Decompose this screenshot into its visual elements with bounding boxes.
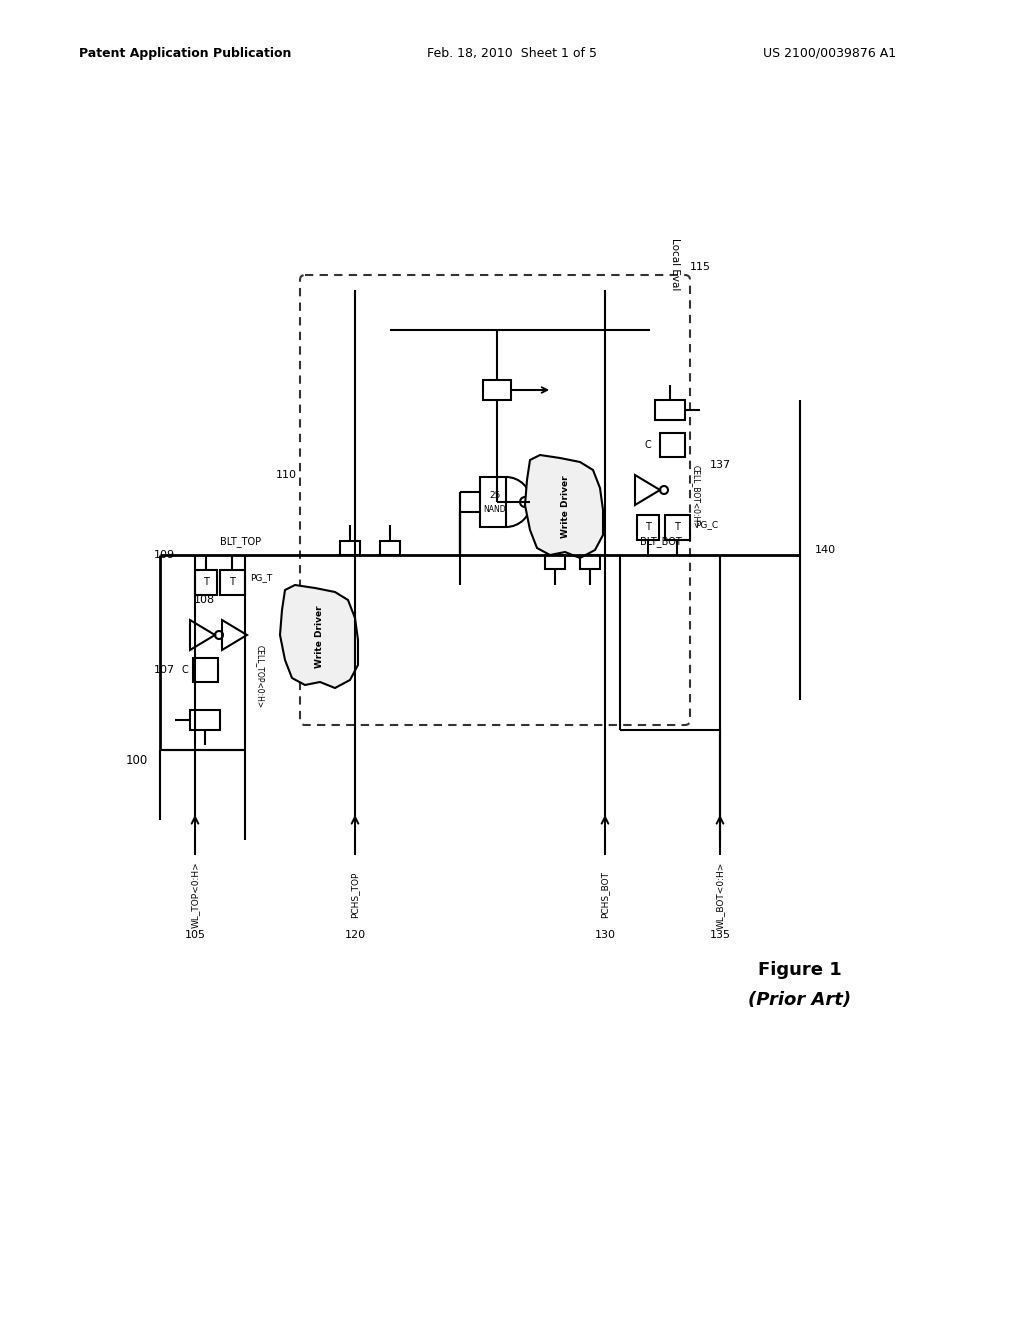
Bar	[655, 400, 685, 420]
Text: 25: 25	[489, 491, 501, 500]
Text: T: T	[674, 521, 680, 532]
Text: BLT_BOT: BLT_BOT	[640, 536, 682, 546]
Polygon shape	[525, 455, 603, 558]
Text: PG_T: PG_T	[250, 573, 272, 582]
Text: (Prior Art): (Prior Art)	[749, 991, 852, 1008]
Bar	[340, 541, 360, 554]
Text: T: T	[203, 577, 209, 587]
Text: 110: 110	[276, 470, 297, 480]
Text: Feb. 18, 2010  Sheet 1 of 5: Feb. 18, 2010 Sheet 1 of 5	[427, 46, 597, 59]
Bar	[580, 554, 600, 569]
Bar	[220, 570, 245, 595]
Text: 115: 115	[690, 261, 711, 272]
Text: 140: 140	[815, 545, 837, 554]
Text: WL_TOP<0:H>: WL_TOP<0:H>	[190, 862, 200, 928]
Text: 107: 107	[154, 665, 175, 675]
Bar	[480, 477, 506, 527]
Text: PCHS_BOT: PCHS_BOT	[600, 871, 609, 919]
Text: Write Driver: Write Driver	[560, 475, 569, 539]
Text: WL_BOT<0:H>: WL_BOT<0:H>	[716, 862, 725, 929]
Text: 108: 108	[194, 595, 215, 605]
Text: Patent Application Publication: Patent Application Publication	[79, 46, 291, 59]
Text: Local Eval: Local Eval	[670, 238, 680, 290]
Text: 137: 137	[710, 459, 730, 470]
Bar	[660, 433, 685, 457]
Text: 120: 120	[344, 931, 366, 940]
Bar	[195, 570, 217, 595]
Text: T: T	[229, 577, 234, 587]
Text: 105: 105	[184, 931, 206, 940]
Bar	[545, 554, 565, 569]
Bar	[193, 657, 218, 682]
Text: US 2100/0039876 A1: US 2100/0039876 A1	[764, 46, 897, 59]
Text: Write Driver: Write Driver	[315, 606, 325, 668]
Bar	[483, 380, 511, 400]
Text: BLT_TOP: BLT_TOP	[220, 536, 261, 546]
Text: T: T	[645, 521, 651, 532]
Text: C: C	[181, 665, 188, 675]
Text: 100: 100	[126, 754, 148, 767]
Text: PG_C: PG_C	[695, 520, 718, 529]
Text: CELL_TOP<0:H>: CELL_TOP<0:H>	[256, 645, 265, 708]
Bar	[665, 515, 690, 540]
Text: Figure 1: Figure 1	[758, 961, 842, 979]
Polygon shape	[280, 585, 358, 688]
Text: NAND: NAND	[483, 506, 506, 515]
Text: PCHS_TOP: PCHS_TOP	[350, 871, 359, 919]
Bar	[380, 541, 400, 554]
Text: 135: 135	[710, 931, 730, 940]
Text: 130: 130	[595, 931, 615, 940]
Bar	[637, 515, 659, 540]
Text: CELL_BOT<0:H>: CELL_BOT<0:H>	[691, 465, 700, 528]
Text: C: C	[645, 440, 651, 450]
Bar	[190, 710, 220, 730]
Text: 109: 109	[154, 550, 175, 560]
